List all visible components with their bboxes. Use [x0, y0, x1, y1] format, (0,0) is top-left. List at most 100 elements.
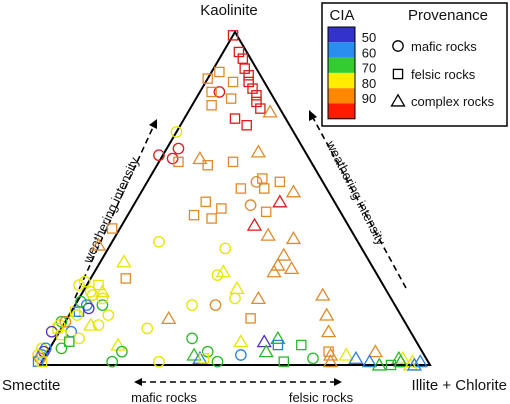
- weathering-arrow-left: weathering intensity: [74, 119, 157, 299]
- data-point-square: [227, 30, 239, 41]
- data-point-triangle: [256, 334, 272, 348]
- data-point-circle: [75, 295, 87, 308]
- data-point-triangle: [258, 344, 274, 358]
- data-point-triangle: [250, 144, 267, 158]
- data-point-square: [173, 156, 184, 168]
- data-point-square: [36, 356, 48, 367]
- data-point-square: [206, 86, 217, 98]
- data-point-square: [227, 76, 239, 88]
- data-point-triangle: [371, 357, 387, 371]
- data-point-square: [239, 63, 250, 74]
- weathering-intensity-label-right: weathering intensity: [323, 137, 389, 248]
- data-point-circle: [102, 309, 115, 321]
- data-point-triangle: [90, 237, 107, 251]
- bottom-arrow: mafic rocks felsic rocks: [131, 378, 354, 404]
- data-point-triangle: [285, 230, 302, 245]
- data-point-square: [323, 346, 334, 357]
- cia-color-scale: [327, 26, 356, 120]
- data-point-square: [385, 359, 397, 371]
- data-point-square: [200, 196, 211, 208]
- data-point-square: [206, 100, 217, 111]
- data-point-square: [243, 76, 254, 88]
- data-point-triangle: [319, 307, 335, 321]
- data-point-circle: [82, 302, 95, 315]
- data-point-triangle: [260, 227, 276, 241]
- data-point-circle: [71, 309, 83, 321]
- data-point-circle: [73, 279, 85, 291]
- data-point-square: [258, 183, 270, 194]
- data-point-square: [257, 173, 268, 184]
- mafic-rocks-label: mafic rocks: [131, 390, 197, 404]
- data-point-circle: [166, 152, 179, 165]
- data-points: [32, 30, 428, 371]
- felsic-rocks-label: felsic rocks: [289, 390, 354, 404]
- data-point-square: [272, 339, 284, 351]
- data-point-circle: [186, 332, 198, 345]
- data-point-triangle: [412, 354, 428, 368]
- data-point-triangle: [367, 344, 384, 358]
- data-point-square: [229, 113, 241, 124]
- data-point-square: [64, 336, 75, 347]
- data-point-circle: [235, 349, 247, 361]
- data-point-triangle: [348, 350, 364, 364]
- data-point-triangle: [276, 247, 292, 261]
- data-point-triangle: [229, 280, 245, 295]
- data-point-square: [233, 46, 245, 58]
- data-point-circle: [55, 342, 68, 355]
- data-point-circle: [201, 345, 214, 358]
- data-point-square: [198, 353, 210, 364]
- data-point-square: [296, 339, 307, 351]
- cia-scale-label: 80: [362, 76, 376, 91]
- data-point-triangle: [192, 151, 208, 165]
- data-point-circle: [96, 292, 109, 305]
- legend-provenance-title: Provenance: [408, 7, 488, 24]
- data-point-circle: [213, 86, 226, 98]
- legend-marker-square: [392, 68, 404, 80]
- data-point-square: [93, 279, 104, 291]
- data-point-triangle: [338, 347, 354, 361]
- data-point-circle: [211, 269, 224, 281]
- ternary-triangle: [38, 30, 432, 366]
- data-point-circle: [211, 355, 224, 368]
- cia-scale-label: 60: [362, 45, 376, 60]
- data-point-square: [202, 73, 213, 84]
- data-point-circle: [219, 242, 232, 255]
- corner-label-smectite: Smectite: [2, 377, 60, 394]
- data-point-circle: [84, 285, 97, 298]
- data-point-square: [214, 66, 225, 78]
- data-point-circle: [79, 275, 91, 288]
- data-point-circle: [153, 355, 165, 368]
- provenance-legend: mafic rocks felsic rocks complex rocks: [390, 39, 495, 109]
- data-point-circle: [229, 292, 241, 305]
- data-point-triangle: [322, 347, 339, 361]
- data-point-triangle: [283, 260, 300, 275]
- cia-scale-label: 50: [362, 30, 376, 45]
- cia-scale-border: [327, 26, 356, 120]
- cia-swatch: [328, 57, 355, 73]
- data-point-square: [206, 213, 217, 224]
- data-point-square: [120, 273, 132, 284]
- legend-marker-circle: [392, 40, 404, 52]
- data-point-square: [245, 313, 256, 324]
- cia-swatch: [328, 103, 355, 119]
- data-point-triangle: [270, 330, 286, 344]
- corner-label-illite-chlorite: Illite + Chlorite: [412, 377, 507, 394]
- data-point-triangle: [361, 354, 378, 368]
- data-point-triangle: [266, 264, 282, 278]
- data-point-circle: [116, 345, 128, 358]
- data-point-triangle: [94, 284, 111, 298]
- data-point-triangle: [250, 290, 267, 305]
- data-point-circle: [34, 352, 46, 365]
- data-point-square: [251, 96, 262, 108]
- data-point-triangle: [272, 194, 288, 208]
- data-point-triangle: [406, 357, 423, 371]
- provenance-label: felsic rocks: [411, 67, 476, 82]
- cia-swatch: [328, 42, 355, 58]
- data-point-circle: [73, 332, 85, 345]
- data-point-square: [227, 156, 239, 168]
- data-point-circle: [92, 319, 105, 331]
- data-point-circle: [59, 315, 72, 328]
- data-point-circle: [172, 142, 185, 155]
